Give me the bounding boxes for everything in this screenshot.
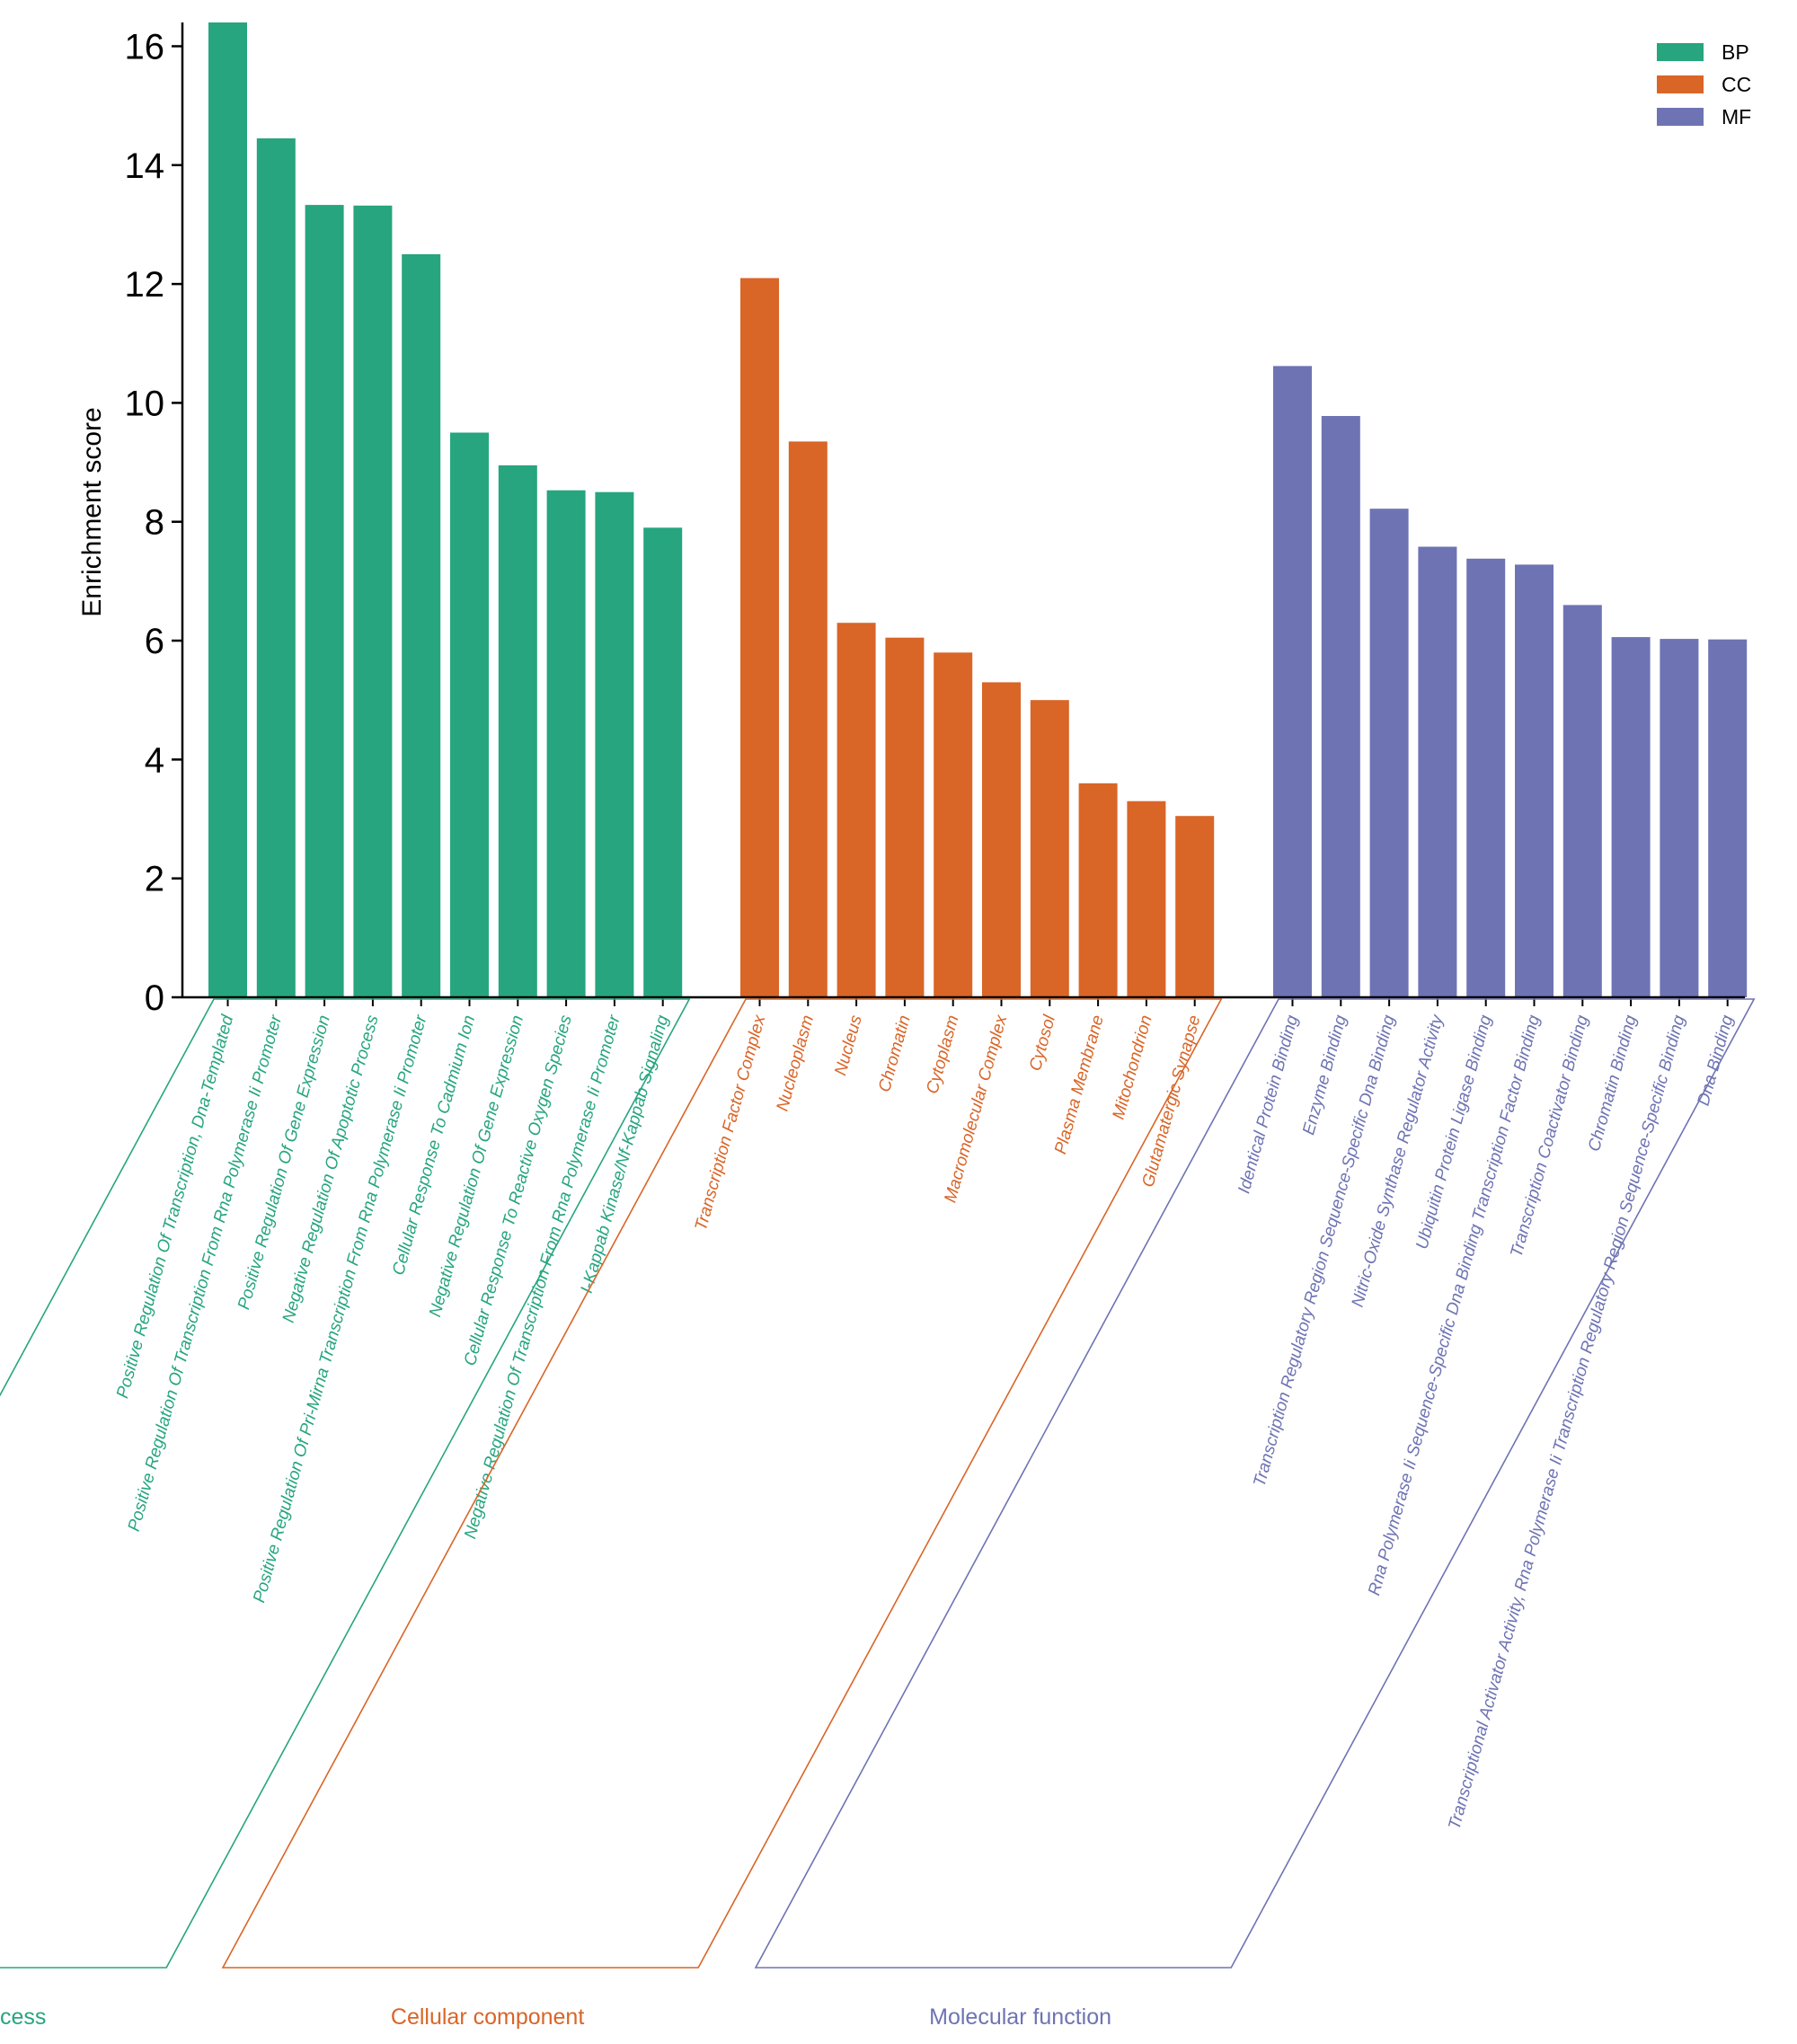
category-labels-layer: Positive Regulation Of Transcription, Dn… <box>113 1012 1738 1831</box>
bar-mf-3 <box>1369 509 1409 997</box>
bar-bp-10 <box>643 527 683 997</box>
y-tick-label: 12 <box>125 265 165 305</box>
bar-cc-4 <box>885 637 925 997</box>
bar-mf-1 <box>1273 366 1312 997</box>
category-label-mf: Nitric-Oxide Synthase Regulator Activity <box>1349 1012 1447 1309</box>
bar-bp-7 <box>498 465 537 997</box>
bar-mf-8 <box>1611 637 1651 997</box>
group-bracket-mf <box>754 998 1756 1969</box>
bar-bp-1 <box>208 22 247 997</box>
bars-layer <box>208 22 1748 998</box>
bar-cc-3 <box>837 623 876 997</box>
category-label-cc: Mitochondrion <box>1110 1013 1156 1122</box>
category-label-cc: Chromatin <box>875 1013 915 1094</box>
category-label-cc: Nucleoplasm <box>774 1013 819 1113</box>
legend-label-mf: MF <box>1722 105 1751 128</box>
y-tick-label: 16 <box>125 27 165 66</box>
group-brackets-layer: Biological process Cellular component Mole… <box>0 998 1756 2030</box>
y-axis-title: Enrichment score <box>77 407 107 616</box>
bar-cc-8 <box>1078 783 1118 997</box>
legend-label-bp: BP <box>1722 40 1749 64</box>
bar-cc-7 <box>1030 700 1069 997</box>
category-label-cc: Cytoplasm <box>923 1013 962 1096</box>
category-label-bp: Negative Regulation Of Apoptotic Process <box>279 1013 383 1324</box>
category-label-bp: Negative Regulation Of Gene Expression <box>426 1013 527 1319</box>
y-tick-label: 10 <box>125 384 165 423</box>
bar-cc-10 <box>1175 816 1215 997</box>
bar-bp-6 <box>450 432 489 997</box>
legend-swatch-mf <box>1657 108 1704 126</box>
legend-label-cc: CC <box>1722 73 1751 96</box>
category-label-cc: Nucleus <box>831 1013 866 1077</box>
y-tick-label: 2 <box>145 860 164 899</box>
category-label-mf: Identical Protein Binding <box>1235 1013 1302 1195</box>
category-label-mf: Dna Binding <box>1695 1013 1738 1108</box>
bar-bp-2 <box>256 138 296 997</box>
category-label-mf: Chromatin Binding <box>1585 1013 1641 1154</box>
bar-cc-1 <box>740 278 779 997</box>
category-label-cc: Plasma Membrane <box>1051 1013 1108 1156</box>
group-label-cc: Cellular component <box>391 2004 584 2030</box>
y-tick-label: 4 <box>145 740 164 780</box>
group-label-bp: Biological process <box>0 2004 46 2030</box>
bar-mf-7 <box>1562 605 1602 997</box>
bar-cc-5 <box>934 652 973 997</box>
y-tick-label: 8 <box>145 503 164 543</box>
bar-bp-8 <box>546 490 586 997</box>
category-label-bp: Positive Regulation Of Gene Expression <box>235 1013 334 1312</box>
y-tick-label: 0 <box>145 978 164 1018</box>
group-bracket-bp <box>0 998 691 1969</box>
category-label-cc: Cytosol <box>1026 1013 1059 1073</box>
bar-mf-4 <box>1418 546 1457 997</box>
y-tick-label: 14 <box>125 146 165 186</box>
axes-layer: 0 2 4 6 8 10 12 14 16 Enrichment score <box>77 22 1745 1018</box>
category-label-mf: Transcriptional Activator Activity, Rna … <box>1445 1013 1688 1831</box>
bar-cc-9 <box>1127 801 1166 997</box>
bar-bp-5 <box>402 254 441 997</box>
bar-bp-4 <box>353 205 393 998</box>
group-label-mf: Molecular function <box>929 2004 1111 2030</box>
legend-swatch-bp <box>1657 43 1704 61</box>
category-label-cc: Transcription Factor Complex <box>692 1012 770 1233</box>
y-tick-label: 6 <box>145 622 164 661</box>
bar-mf-5 <box>1466 558 1506 998</box>
bar-cc-6 <box>982 682 1021 997</box>
bar-mf-6 <box>1515 564 1554 997</box>
category-label-mf: Enzyme Binding <box>1299 1013 1350 1137</box>
bar-mf-10 <box>1708 639 1748 997</box>
group-bracket-cc <box>221 998 1223 1969</box>
bar-cc-2 <box>788 441 828 997</box>
bar-bp-9 <box>595 491 634 997</box>
bar-mf-2 <box>1321 416 1360 997</box>
legend-swatch-cc <box>1657 75 1704 93</box>
bar-mf-9 <box>1660 639 1699 997</box>
bar-bp-3 <box>305 205 344 998</box>
legend: BP CC MF <box>1657 40 1751 128</box>
